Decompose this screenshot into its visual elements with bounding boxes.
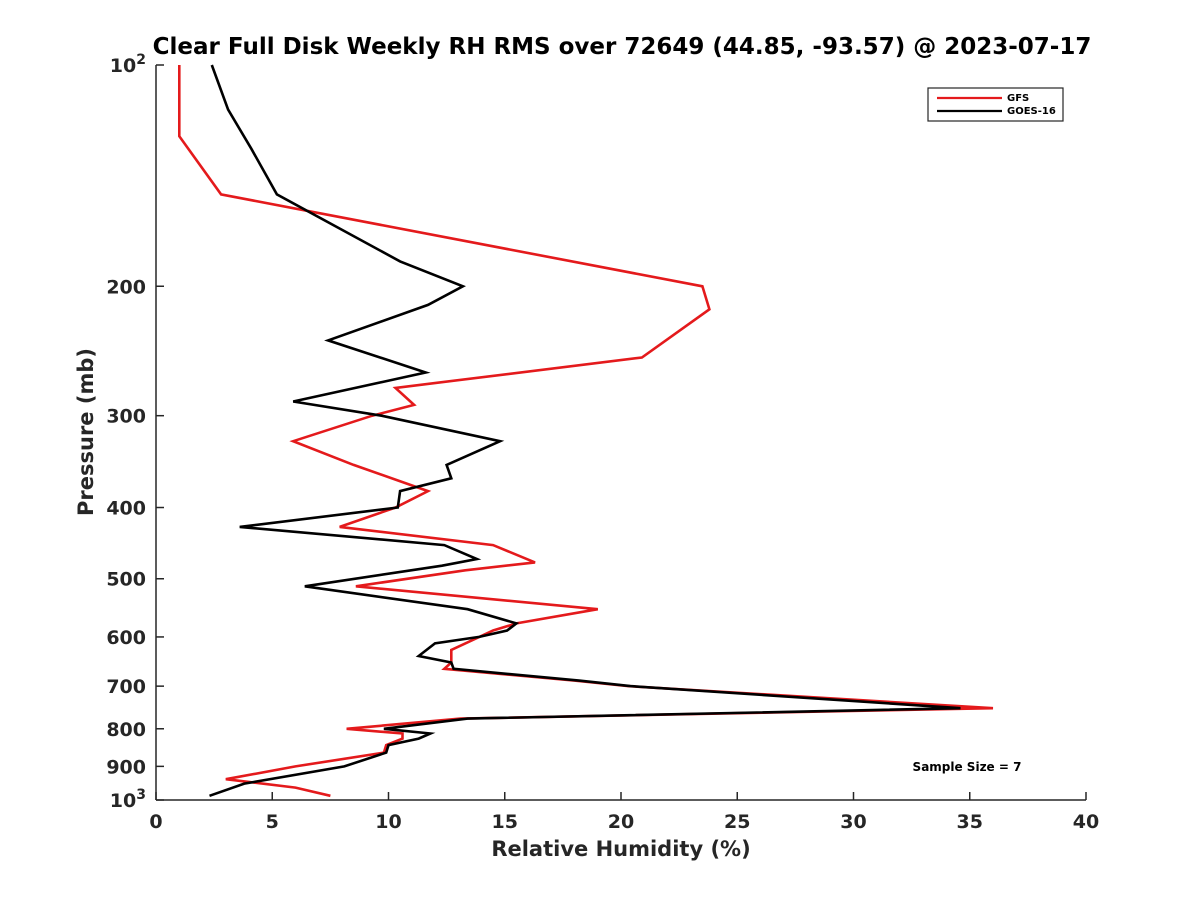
y-tick-label: 500 — [106, 569, 146, 591]
y-tick-label: 900 — [106, 756, 146, 778]
x-tick-label: 25 — [724, 811, 750, 833]
x-tick-label: 35 — [957, 811, 983, 833]
x-tick-label: 10 — [375, 811, 401, 833]
y-tick-label: 300 — [106, 406, 146, 428]
y-axis-ticks: 102 200 300 400 500 600 700 800 900 103 — [106, 52, 164, 812]
x-tick-label: 30 — [840, 811, 866, 833]
x-tick-label: 15 — [492, 811, 518, 833]
x-tick-label: 5 — [266, 811, 279, 833]
x-tick-label: 20 — [608, 811, 634, 833]
y-tick-label: 700 — [106, 676, 146, 698]
y-tick-label: 102 — [110, 52, 146, 77]
y-tick-label: 800 — [106, 719, 146, 741]
legend: GFS GOES-16 — [927, 87, 1064, 122]
legend-box — [927, 87, 1064, 122]
y-tick-label: 400 — [106, 498, 146, 520]
series-line-gfs — [178, 65, 994, 798]
x-axis-label: Relative Humidity (%) — [491, 837, 750, 861]
x-tick-label: 0 — [149, 811, 162, 833]
y-tick-label: 103 — [110, 787, 146, 812]
y-tick-label: 200 — [106, 276, 146, 298]
series-layer — [178, 64, 994, 798]
series-line-goes16 — [209, 64, 961, 798]
chart-title: Clear Full Disk Weekly RH RMS over 72649… — [153, 34, 1092, 60]
x-axis-ticks: 0 5 10 15 20 25 30 35 40 — [149, 792, 1099, 833]
y-tick-label: 600 — [106, 627, 146, 649]
x-tick-label: 40 — [1073, 811, 1099, 833]
y-axis-label: Pressure (mb) — [74, 348, 98, 516]
sample-size-annotation: Sample Size = 7 — [913, 760, 1022, 774]
legend-label-gfs: GFS — [1007, 93, 1029, 104]
legend-label-goes16: GOES-16 — [1007, 106, 1056, 117]
